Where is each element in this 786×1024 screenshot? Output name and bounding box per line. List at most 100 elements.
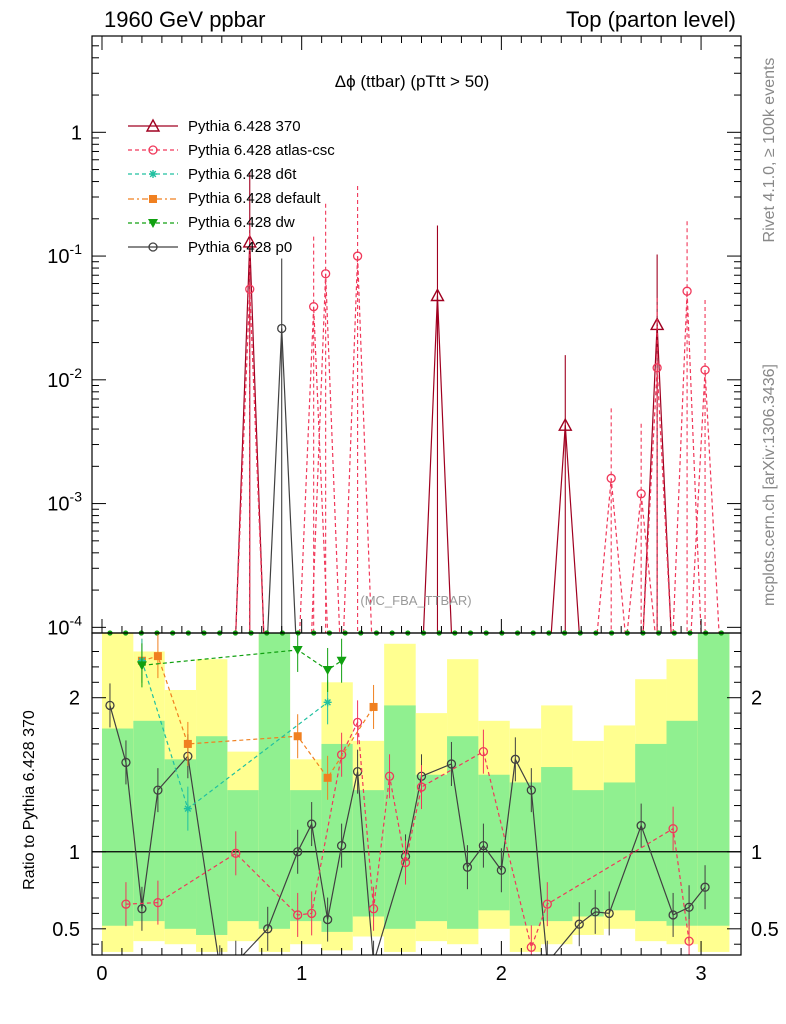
ratio-point xyxy=(510,754,520,764)
legend-marker xyxy=(149,194,157,203)
rivet-version-label: Rivet 4.1.0, ≥ 100k events xyxy=(761,57,778,243)
ratio-point xyxy=(307,908,317,919)
legend-symbol-370 xyxy=(128,118,178,132)
plot-title: Δϕ (ttbar) (pTtt > 50) xyxy=(334,72,490,91)
legend-entry: Pythia 6.428 default xyxy=(128,187,335,211)
series-line xyxy=(690,369,720,633)
legend-label: Pythia 6.428 default xyxy=(188,190,321,208)
legend-label: Pythia 6.428 atlas-csc xyxy=(188,141,335,159)
mc-uncertainty-band-green xyxy=(258,633,291,929)
ratio-point xyxy=(183,804,192,813)
mc-uncertainty-band-green xyxy=(697,633,730,926)
legend-label: Pythia 6.428 dw xyxy=(188,214,295,232)
ratio-point xyxy=(526,785,536,795)
ratio-line xyxy=(141,649,342,671)
ratio-point xyxy=(416,782,427,792)
data-point xyxy=(245,284,255,294)
legend-entry: Pythia 6.428 dw xyxy=(128,211,335,235)
mc-uncertainty-band-green xyxy=(541,767,573,922)
beam-label: 1960 GeV ppbar xyxy=(104,7,266,32)
main-panel-series xyxy=(235,171,720,633)
mc-uncertainty-band-green xyxy=(415,774,448,922)
ratio-point xyxy=(590,907,600,917)
ratio-point xyxy=(336,840,347,851)
legend-marker xyxy=(148,242,158,252)
ratio-point xyxy=(293,910,303,920)
ratio-point xyxy=(369,702,378,711)
data-point xyxy=(606,473,616,483)
ratio-point xyxy=(137,904,147,914)
mc-uncertainty-band-green xyxy=(509,782,542,926)
data-point xyxy=(352,251,363,261)
ratio-y-tick-label-right: 0.5 xyxy=(751,919,779,941)
ratio-point xyxy=(604,908,614,919)
legend-entry: Pythia 6.428 atlas-csc xyxy=(128,138,335,162)
y-tick-label: 1 xyxy=(71,122,82,144)
legend-marker xyxy=(148,218,158,228)
ratio-point xyxy=(136,661,147,671)
y-tick-label: 10-2 xyxy=(47,365,82,392)
y-tick-exponent: -1 xyxy=(70,241,83,257)
legend-symbol-default xyxy=(128,194,178,203)
ratio-point xyxy=(684,902,694,912)
legend-symbol-atlas-csc xyxy=(128,145,178,155)
ratio-point xyxy=(263,924,273,934)
ratio-point xyxy=(496,865,507,875)
y-tick-exponent: -4 xyxy=(70,612,83,628)
data-point xyxy=(277,323,287,334)
ratio-line xyxy=(125,720,690,950)
mc-uncertainty-band-green xyxy=(635,743,667,922)
ratio-y-tick-label-right: 2 xyxy=(751,688,762,710)
series-line xyxy=(311,273,341,633)
data-point xyxy=(309,302,319,312)
data-point xyxy=(652,363,662,373)
series-line xyxy=(672,291,702,633)
ratio-line xyxy=(109,705,706,955)
legend-entry: Pythia 6.428 d6t xyxy=(128,162,335,186)
ratio-point xyxy=(322,914,333,925)
y-tick-exponent: -3 xyxy=(70,489,83,505)
ratio-point xyxy=(352,717,363,728)
legend-marker xyxy=(145,118,161,132)
y-tick-label: 10-3 xyxy=(47,489,82,516)
data-point xyxy=(430,288,445,302)
ratio-point xyxy=(526,942,536,952)
mc-uncertainty-band-green xyxy=(666,720,698,926)
ratio-point xyxy=(323,773,332,782)
analysis-watermark: (MC_FBA_TTBAR) xyxy=(360,593,472,608)
data-point xyxy=(320,269,331,279)
legend: Pythia 6.428 370 Pythia 6.428 atlas-csc … xyxy=(128,114,335,259)
ratio-point xyxy=(183,739,192,748)
ratio-point xyxy=(370,959,378,967)
series-line xyxy=(626,493,656,633)
ratio-point xyxy=(668,824,678,834)
series-line xyxy=(642,367,672,633)
mc-uncertainty-band-green xyxy=(164,759,197,929)
process-label: Top (parton level) xyxy=(566,7,736,32)
main-y-ticks xyxy=(92,35,741,628)
legend-marker xyxy=(149,170,157,179)
mc-uncertainty-band-green xyxy=(384,705,416,929)
ratio-y-axis-label: Ratio to Pythia 6.428 370 xyxy=(21,710,38,890)
ratio-point xyxy=(231,848,241,858)
mc-uncertainty-band-green xyxy=(603,782,636,911)
y-tick-label: 10-1 xyxy=(47,241,82,268)
data-point xyxy=(558,417,573,431)
ratio-point xyxy=(307,819,317,829)
legend-entry: Pythia 6.428 p0 xyxy=(128,235,335,259)
ratio-point xyxy=(121,899,131,909)
x-tick-label: 2 xyxy=(496,963,507,985)
legend-entry: Pythia 6.428 370 xyxy=(128,114,335,138)
legend-symbol-dw xyxy=(128,218,178,228)
y-tick-label: 10-4 xyxy=(47,612,82,639)
y-tick-exponent: -2 xyxy=(70,365,83,381)
ratio-point xyxy=(153,785,163,795)
ratio-point xyxy=(700,882,710,892)
ratio-point xyxy=(384,771,395,781)
ratio-point xyxy=(293,847,303,857)
legend-label: Pythia 6.428 d6t xyxy=(188,165,297,183)
x-tick-label: 1 xyxy=(296,963,307,985)
legend-marker xyxy=(148,145,158,155)
x-tick-label: 3 xyxy=(695,963,706,985)
ratio-point xyxy=(322,665,333,675)
